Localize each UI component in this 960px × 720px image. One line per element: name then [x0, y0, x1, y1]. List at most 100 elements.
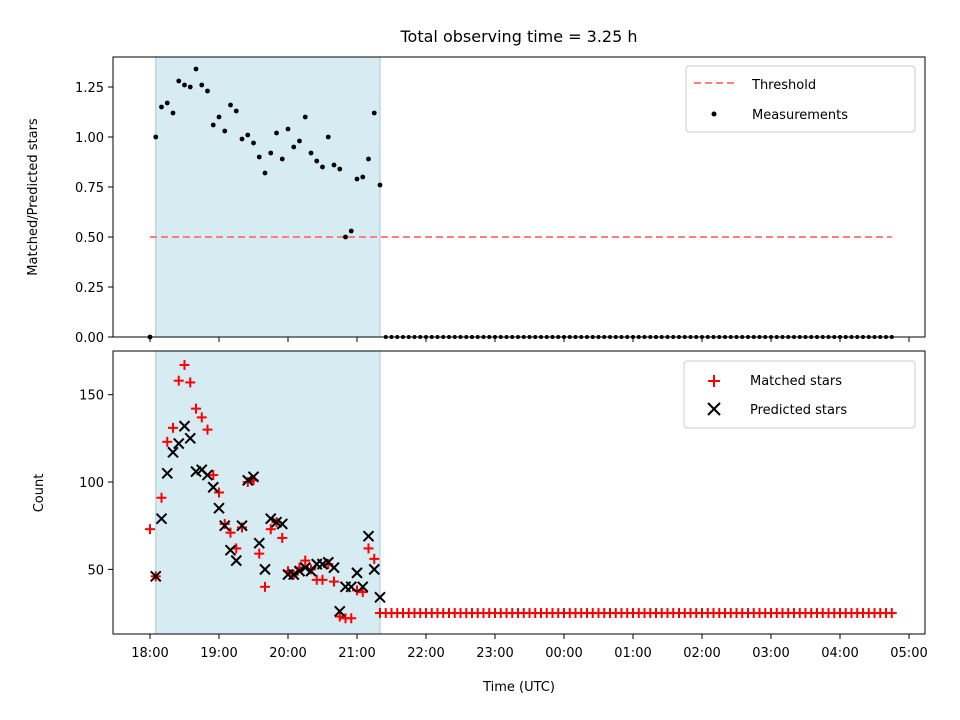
y-tick-label: 100 — [79, 476, 104, 491]
top-ylabel: Matched/Predicted stars — [26, 118, 41, 276]
x-axis-label: Time (UTC) — [482, 680, 555, 695]
matched-star-point — [357, 587, 368, 598]
matched-star-point — [179, 359, 190, 370]
predicted-star-point — [173, 437, 185, 450]
predicted-star-point — [276, 518, 288, 530]
y-tick-label: 0.00 — [75, 331, 104, 346]
matched-star-point — [214, 487, 224, 498]
predicted-star-point — [334, 605, 346, 617]
measurement-point — [366, 156, 371, 162]
predicted-star-point — [150, 570, 162, 583]
predicted-star-point — [207, 481, 219, 493]
matched-star-point — [317, 574, 328, 585]
predicted-star-point — [362, 530, 375, 542]
matched-star-point — [334, 611, 345, 622]
matched-star-point — [162, 436, 173, 447]
predicted-star-point — [293, 565, 306, 577]
predicted-star-point — [328, 561, 340, 574]
legend-threshold-label: Threshold — [751, 78, 816, 93]
x-tick-label: 19:00 — [200, 646, 237, 661]
predicted-star-point — [213, 502, 225, 514]
measurement-point — [245, 132, 251, 138]
matched-star-point — [242, 477, 253, 488]
matched-star-point — [185, 377, 196, 388]
predicted-star-point — [259, 563, 271, 576]
predicted-star-point — [161, 467, 173, 479]
measurement-point — [291, 144, 297, 150]
y-tick-label: 0.25 — [75, 281, 104, 296]
matched-star-point — [173, 375, 184, 386]
matched-star-point — [237, 522, 247, 533]
matched-star-point — [300, 555, 311, 566]
matched-star-point — [156, 492, 167, 503]
measurement-point — [205, 88, 210, 94]
measurement-point — [377, 182, 383, 188]
measurement-point — [308, 150, 314, 156]
measurement-point — [193, 66, 199, 72]
measurement-point — [199, 82, 205, 88]
measurement-point — [251, 140, 256, 146]
bottom-axes-frame — [112, 350, 926, 635]
y-tick-label: 50 — [87, 563, 104, 578]
y-tick-label: 0.50 — [75, 231, 104, 246]
matched-star-point — [208, 470, 219, 481]
measurement-point — [182, 82, 187, 88]
predicted-star-point — [299, 561, 311, 574]
measurement-point — [320, 164, 325, 170]
measurement-point — [210, 122, 216, 128]
measurement-point — [187, 84, 193, 90]
top-panel: 0.00 0.25 0.50 0.75 1.00 1.25 Matched/Predict… — [26, 56, 926, 346]
x-tick-label: 05:00 — [890, 646, 927, 661]
observing-window-shade — [155, 56, 381, 338]
measurement-point — [274, 130, 279, 136]
x-tick-label: 22:00 — [407, 646, 444, 661]
predicted-star-point — [288, 568, 300, 581]
measurement-point — [216, 114, 222, 120]
predicted-star-point — [242, 474, 254, 486]
predicted-star-point — [184, 432, 196, 445]
top-legend: Threshold Measurements — [685, 65, 916, 133]
matched-star-point — [168, 422, 178, 433]
x-tick-label: 00:00 — [545, 646, 582, 661]
x-tick-label: 23:00 — [476, 646, 513, 661]
predicted-star-point — [230, 554, 242, 567]
bottom-legend-box — [683, 360, 916, 429]
chart-title: Total observing time = 3.25 h — [399, 27, 637, 46]
x-tick-label: 02:00 — [683, 646, 720, 661]
matched-star-point — [202, 424, 213, 435]
measurement-point — [371, 110, 377, 116]
measurement-point — [268, 150, 274, 156]
matched-star-point — [191, 403, 201, 414]
predicted-star-point — [253, 537, 265, 549]
matched-star-point — [265, 524, 276, 535]
measurement-point — [302, 114, 308, 120]
measurement-point — [337, 166, 343, 172]
matched-star-point — [225, 527, 236, 538]
predicted-star-point — [345, 581, 357, 593]
predicted-star-point — [219, 519, 231, 532]
legend-matched-swatch — [708, 375, 720, 387]
predicted-star-point — [357, 581, 369, 593]
measurement-point — [239, 136, 245, 142]
predicted-star-point — [155, 512, 168, 525]
matched-star-point — [196, 412, 207, 423]
measurement-point — [164, 100, 170, 106]
measurement-point — [348, 228, 354, 234]
measurement-point — [331, 162, 337, 168]
y-tick-label: 150 — [79, 389, 104, 404]
measurement-point — [176, 78, 182, 84]
predicted-star-point — [224, 544, 237, 556]
y-tick-label: 1.00 — [75, 131, 104, 146]
measurement-point — [360, 174, 366, 180]
matched-star-point — [219, 518, 230, 529]
matched-star-point — [277, 532, 288, 543]
x-tick-label: 04:00 — [821, 646, 858, 661]
measurement-point — [170, 110, 176, 116]
legend-measurements-swatch — [711, 111, 717, 117]
measurement-point — [325, 134, 331, 140]
predicted-star-point — [236, 519, 248, 532]
y-tick-label: 0.75 — [75, 181, 104, 196]
bottom-legend: Matched stars Predicted stars — [683, 360, 916, 429]
bottom-ylabel: Count — [32, 474, 47, 513]
